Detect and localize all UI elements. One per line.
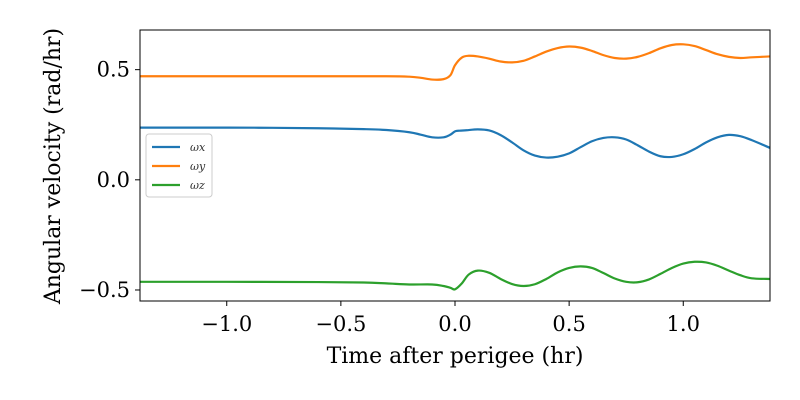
plot-area xyxy=(140,30,770,301)
y-axis-label: Angular velocity (rad/hr) xyxy=(41,28,66,305)
legend-label-omega-z: ωz xyxy=(190,179,205,192)
legend: ωx ωy ωz xyxy=(145,133,213,198)
series-line-omega-z xyxy=(140,260,770,291)
series-layer xyxy=(140,43,770,291)
y-tick-label: −0.5 xyxy=(79,278,130,302)
y-tick-label: 0.5 xyxy=(97,58,130,82)
x-tick-label: −1.0 xyxy=(201,312,252,336)
legend-label-omega-y: ωy xyxy=(190,160,206,173)
x-tick-label: −0.5 xyxy=(315,312,366,336)
legend-label-omega-x: ωx xyxy=(190,141,206,154)
x-axis-ticks: −1.0 −0.5 0.0 0.5 1.0 xyxy=(201,301,700,336)
y-tick-label: 0.0 xyxy=(97,168,130,192)
x-tick-label: 0.5 xyxy=(552,312,585,336)
x-tick-label: 1.0 xyxy=(667,312,700,336)
series-line-omega-y xyxy=(140,43,770,81)
x-tick-label: 0.0 xyxy=(438,312,471,336)
x-axis-label: Time after perigee (hr) xyxy=(327,344,584,369)
y-axis-ticks: 0.5 0.0 −0.5 xyxy=(79,58,140,302)
series-line-omega-x xyxy=(140,126,770,159)
